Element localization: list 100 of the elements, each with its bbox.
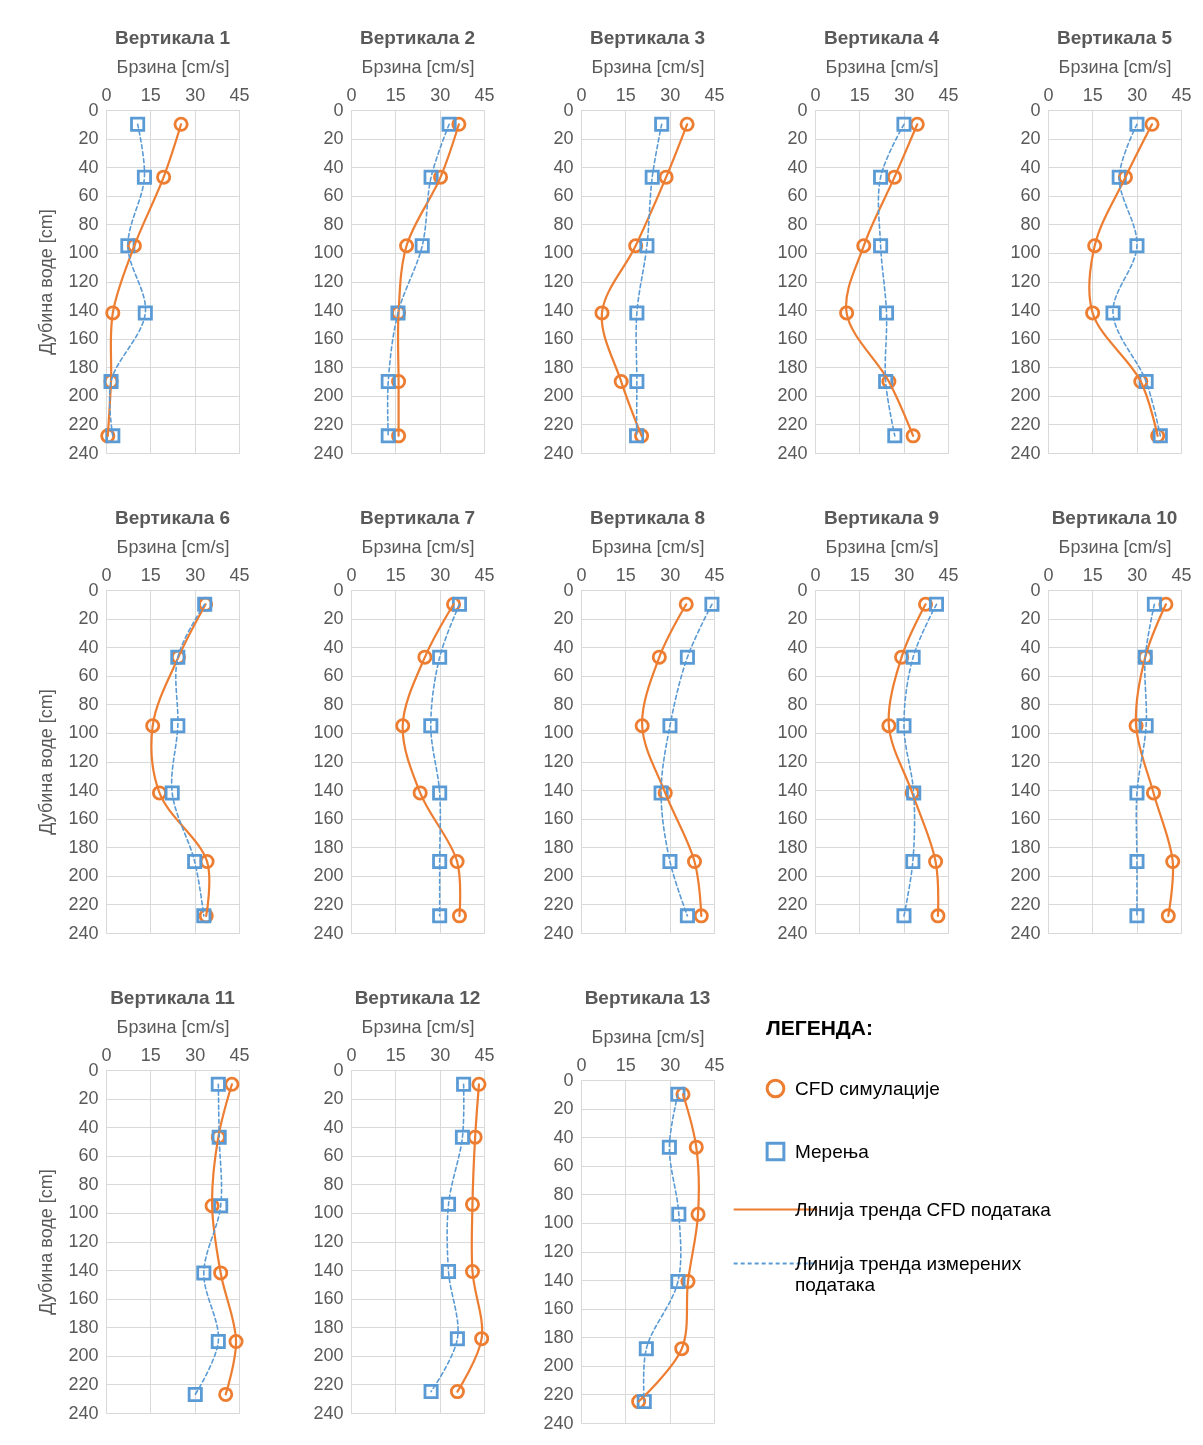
point [1129, 238, 1145, 254]
point [594, 305, 610, 321]
y-tick-label: 180 [777, 836, 808, 857]
y-tick-label: 240 [777, 922, 808, 943]
x-tick-label: 0 [810, 564, 821, 585]
point [879, 305, 895, 321]
point [432, 908, 448, 924]
y-tick-label: 0 [797, 99, 808, 120]
y-tick-label: 80 [787, 213, 808, 234]
point [678, 596, 694, 612]
y-tick-label: 200 [313, 865, 344, 886]
point [679, 908, 695, 924]
y-tick-label: 120 [68, 751, 99, 771]
point [1145, 785, 1162, 801]
point [130, 116, 146, 132]
point [449, 854, 465, 870]
point [839, 305, 855, 321]
x-axis-title: Брзина [cm/s] [116, 56, 230, 77]
y-tick-label: 160 [543, 328, 574, 349]
x-tick-label: 30 [894, 84, 915, 105]
y-tick-label: 40 [787, 636, 808, 657]
y-tick-label: 220 [777, 893, 808, 914]
x-tick-label: 30 [894, 564, 915, 585]
point [449, 1331, 465, 1347]
point [136, 169, 152, 185]
point [414, 238, 430, 254]
point [417, 649, 433, 665]
y-tick-label: 200 [777, 865, 808, 886]
y-tick-label: 60 [553, 1155, 574, 1176]
x-tick-label: 45 [474, 564, 495, 585]
x-axis-title: Брзина [cm/s] [591, 1026, 705, 1047]
y-tick-label: 180 [68, 836, 99, 857]
point [693, 908, 709, 924]
chart-title: Вертикала 7 [359, 507, 476, 528]
point [1138, 718, 1154, 734]
x-tick-label: 45 [229, 84, 250, 105]
point [432, 785, 448, 801]
x-tick-label: 45 [938, 84, 959, 105]
y-tick-label: 240 [777, 442, 808, 463]
y-tick-label: 240 [68, 442, 99, 463]
x-tick-label: 45 [704, 1054, 725, 1075]
point [213, 1265, 229, 1281]
y-tick-label: 0 [563, 1069, 574, 1090]
y-tick-label: 120 [313, 271, 344, 291]
y-axis-title: Дубина воде [cm] [36, 689, 57, 835]
point [905, 428, 921, 444]
x-tick-label: 30 [430, 564, 451, 585]
point [471, 1076, 487, 1092]
y-tick-label: 80 [78, 693, 99, 714]
x-tick-label: 15 [140, 84, 161, 105]
y-tick-label: 20 [323, 608, 344, 629]
point [928, 596, 944, 612]
point [629, 428, 645, 444]
y-tick-label: 0 [1030, 99, 1041, 120]
y-tick-label: 160 [68, 808, 99, 829]
point [670, 1086, 686, 1102]
point [454, 1129, 470, 1145]
y-tick-label: 180 [313, 836, 344, 857]
x-axis-title: Брзина [cm/s] [116, 1016, 230, 1037]
point [690, 1206, 706, 1222]
x-tick-label: 0 [346, 1044, 357, 1065]
point [164, 785, 180, 801]
y-tick-label: 20 [78, 128, 99, 149]
y-tick-label: 0 [333, 99, 344, 120]
y-tick-label: 200 [313, 1345, 344, 1366]
x-tick-label: 30 [660, 1054, 681, 1075]
chart-title: Вертикала 10 [1051, 507, 1178, 528]
y-tick-label: 60 [78, 665, 99, 686]
y-tick-label: 80 [323, 213, 344, 234]
x-tick-label: 30 [1127, 84, 1148, 105]
y-tick-label: 160 [543, 1298, 574, 1319]
y-tick-label: 100 [1010, 722, 1041, 743]
y-tick-label: 180 [68, 1316, 99, 1337]
y-tick-label: 40 [323, 636, 344, 657]
y-tick-label: 80 [787, 693, 808, 714]
y-tick-label: 140 [68, 299, 99, 320]
point [423, 1384, 439, 1400]
y-tick-label: 60 [323, 1145, 344, 1166]
y-tick-label: 60 [787, 185, 808, 206]
point [671, 1206, 687, 1222]
point [196, 1265, 212, 1281]
point [644, 169, 660, 185]
point [662, 718, 678, 734]
y-tick-label: 0 [88, 99, 99, 120]
x-tick-label: 45 [704, 564, 725, 585]
y-tick-label: 140 [68, 779, 99, 800]
x-tick-label: 15 [140, 1044, 161, 1065]
point [451, 596, 467, 612]
y-tick-label: 140 [68, 1259, 99, 1280]
y-tick-label: 40 [78, 636, 99, 657]
point [432, 649, 448, 665]
y-tick-label: 220 [543, 1383, 574, 1404]
chart-title: Вертикала 11 [110, 987, 236, 1008]
point [653, 785, 669, 801]
y-tick-label: 100 [543, 722, 574, 743]
point [380, 428, 396, 444]
y-tick-label: 0 [797, 579, 808, 600]
y-tick-label: 120 [543, 751, 574, 771]
point [213, 1198, 229, 1214]
point [886, 169, 903, 185]
